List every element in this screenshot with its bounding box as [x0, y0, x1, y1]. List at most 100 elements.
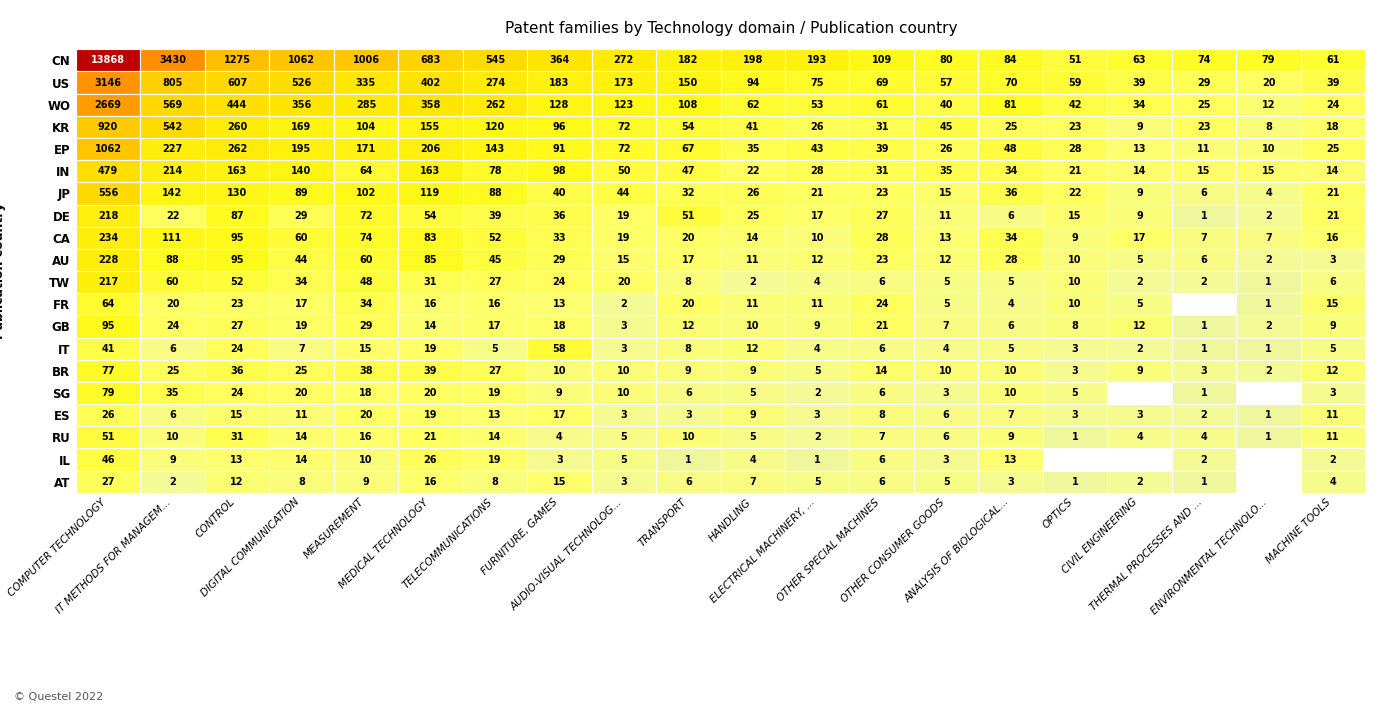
- Bar: [269, 160, 334, 182]
- Bar: [463, 382, 527, 404]
- Text: 11: 11: [1197, 144, 1211, 154]
- Text: 12: 12: [1327, 366, 1340, 376]
- Bar: [463, 271, 527, 293]
- Bar: [592, 182, 656, 205]
- Bar: [656, 182, 721, 205]
- Text: 96: 96: [553, 122, 567, 132]
- Bar: [399, 205, 463, 227]
- Text: 173: 173: [614, 77, 634, 87]
- Bar: [656, 72, 721, 94]
- Bar: [399, 182, 463, 205]
- Bar: [334, 315, 399, 337]
- Text: 23: 23: [874, 189, 888, 199]
- Bar: [849, 471, 914, 493]
- Text: 20: 20: [423, 388, 437, 398]
- Text: 2: 2: [621, 299, 627, 309]
- Text: 57: 57: [939, 77, 953, 87]
- Text: 29: 29: [295, 210, 309, 220]
- Bar: [979, 271, 1043, 293]
- Bar: [399, 294, 463, 315]
- Y-axis label: Publication country: Publication country: [0, 203, 6, 339]
- Bar: [914, 404, 979, 427]
- Text: 39: 39: [874, 144, 888, 154]
- Text: 920: 920: [98, 122, 119, 132]
- Text: 60: 60: [165, 277, 179, 287]
- Text: 8: 8: [878, 410, 885, 420]
- Text: 6: 6: [685, 477, 692, 486]
- Bar: [204, 205, 269, 227]
- Text: 16: 16: [488, 299, 502, 309]
- Bar: [1237, 338, 1300, 360]
- Bar: [592, 138, 656, 161]
- Text: 35: 35: [165, 388, 179, 398]
- Bar: [1300, 338, 1365, 360]
- Text: 1: 1: [1201, 344, 1208, 353]
- Bar: [785, 249, 849, 271]
- Text: Patent families by Technology domain / Publication country: Patent families by Technology domain / P…: [505, 21, 957, 36]
- Bar: [1043, 294, 1107, 315]
- Text: 2: 2: [1265, 255, 1271, 265]
- Bar: [979, 249, 1043, 271]
- Text: 48: 48: [359, 277, 372, 287]
- Bar: [527, 227, 592, 249]
- Bar: [1237, 315, 1300, 337]
- Bar: [1300, 115, 1365, 138]
- Text: 6: 6: [878, 344, 885, 353]
- Text: 171: 171: [356, 144, 376, 154]
- Text: 21: 21: [423, 432, 437, 442]
- Text: 95: 95: [230, 233, 244, 243]
- Text: 4: 4: [1007, 299, 1014, 309]
- Text: 163: 163: [421, 166, 440, 176]
- Text: 17: 17: [553, 410, 567, 420]
- Bar: [399, 72, 463, 94]
- Bar: [1300, 227, 1365, 249]
- Text: 8: 8: [1071, 322, 1078, 332]
- Bar: [1043, 382, 1107, 404]
- Text: 85: 85: [423, 255, 437, 265]
- Bar: [76, 271, 141, 293]
- Bar: [399, 138, 463, 161]
- Text: 72: 72: [616, 122, 630, 132]
- Text: 58: 58: [553, 344, 567, 353]
- Text: 10: 10: [616, 388, 630, 398]
- Bar: [914, 338, 979, 360]
- Text: 4: 4: [943, 344, 950, 353]
- Bar: [979, 227, 1043, 249]
- Text: 17: 17: [811, 210, 825, 220]
- Text: 11: 11: [295, 410, 309, 420]
- Bar: [204, 227, 269, 249]
- Text: 8: 8: [685, 344, 692, 353]
- Text: 3430: 3430: [159, 56, 186, 65]
- Text: 80: 80: [939, 56, 953, 65]
- Text: 11: 11: [1327, 410, 1340, 420]
- Text: 4: 4: [1329, 477, 1336, 486]
- Bar: [1172, 115, 1236, 138]
- Bar: [76, 471, 141, 493]
- Bar: [463, 294, 527, 315]
- Text: 3: 3: [1071, 410, 1078, 420]
- Bar: [1043, 205, 1107, 227]
- Text: 9: 9: [1329, 322, 1336, 332]
- Bar: [1172, 94, 1236, 115]
- Text: 14: 14: [488, 432, 502, 442]
- Bar: [1107, 138, 1172, 161]
- Text: 2: 2: [1265, 366, 1271, 376]
- Bar: [1300, 315, 1365, 337]
- Bar: [527, 338, 592, 360]
- Text: 9: 9: [1136, 122, 1143, 132]
- Text: 40: 40: [939, 100, 953, 110]
- Text: 1: 1: [1201, 322, 1208, 332]
- Bar: [76, 294, 141, 315]
- Text: 60: 60: [295, 233, 309, 243]
- Text: 13: 13: [939, 233, 953, 243]
- Text: 8: 8: [491, 477, 498, 486]
- Text: 2: 2: [814, 432, 821, 442]
- Bar: [399, 404, 463, 427]
- Text: 4: 4: [1201, 432, 1208, 442]
- Bar: [399, 315, 463, 337]
- Bar: [1043, 49, 1107, 72]
- Bar: [527, 72, 592, 94]
- Text: 29: 29: [1197, 77, 1211, 87]
- Text: 70: 70: [1004, 77, 1018, 87]
- Text: 2: 2: [1201, 410, 1208, 420]
